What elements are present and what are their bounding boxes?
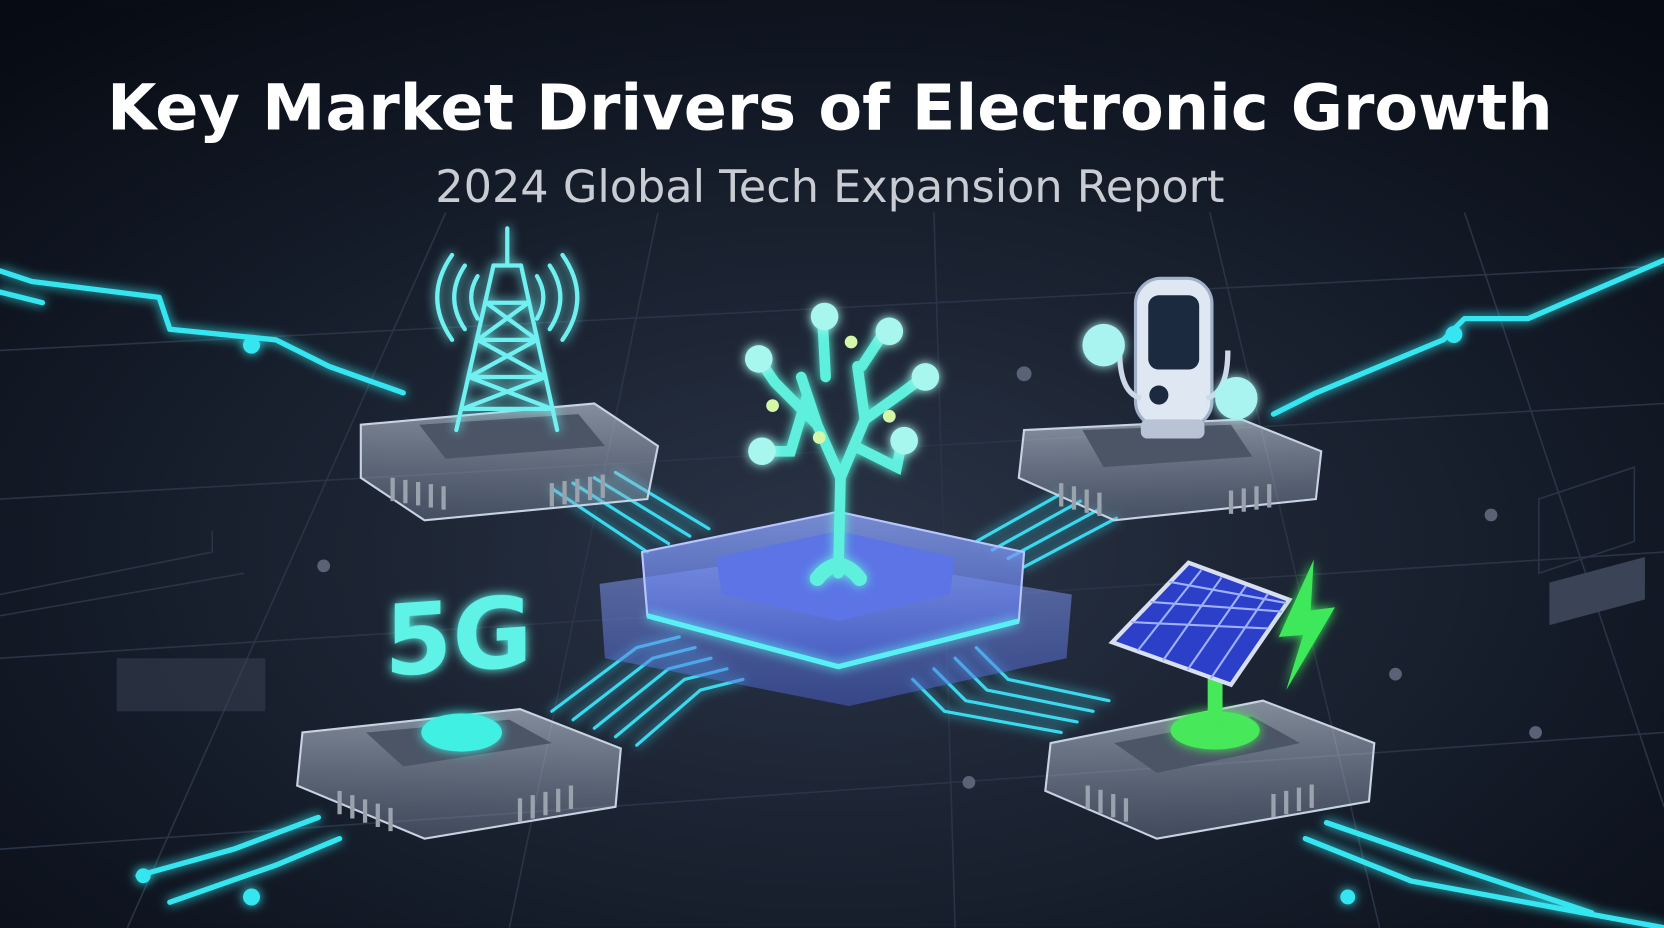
- chip-device: [1017, 276, 1323, 522]
- badge-5g: 5G: [384, 576, 532, 700]
- chip-solar: [1044, 559, 1376, 840]
- chip-5g: 5G: [296, 576, 622, 840]
- chip-center: [599, 302, 1072, 706]
- subtitle: 2024 Global Tech Expansion Report: [435, 161, 1224, 213]
- circuit-traces: [0, 257, 1664, 928]
- chip-tower: [359, 226, 660, 522]
- title: Key Market Drivers of Electronic Growth: [107, 72, 1553, 146]
